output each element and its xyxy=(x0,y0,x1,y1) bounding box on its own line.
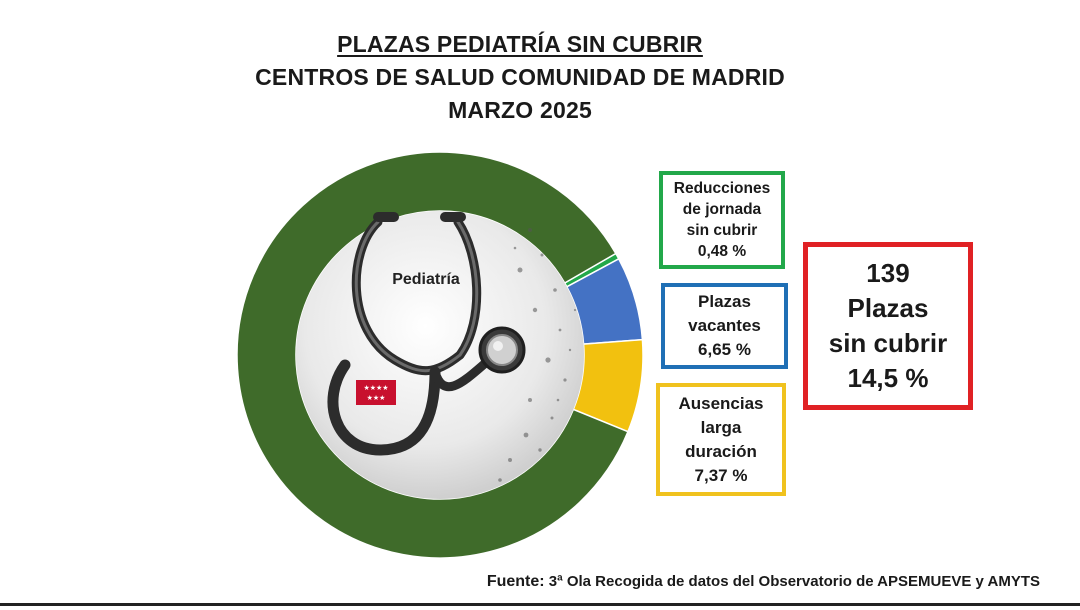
bottom-rule xyxy=(0,603,1080,606)
legend-vacantes-line2: vacantes xyxy=(688,316,761,335)
total-box: 139 Plazas sin cubrir 14,5 % xyxy=(803,242,973,410)
legend-reducciones: Reducciones de jornada sin cubrir 0,48 % xyxy=(659,171,785,269)
source-note: Fuente: 3ª Ola Recogida de datos del Obs… xyxy=(487,573,1040,591)
donut-inner-disc xyxy=(296,211,584,499)
title-block: PLAZAS PEDIATRÍA SIN CUBRIR CENTROS DE S… xyxy=(0,28,1040,127)
legend-ausencias-line1: Ausencias xyxy=(678,393,764,413)
legend-reducciones-line1: Reducciones xyxy=(673,180,771,197)
legend-vacantes: Plazas vacantes 6,65 % xyxy=(661,283,788,369)
source-text: 3ª Ola Recogida de datos del Observatori… xyxy=(548,573,1040,590)
legend-ausencias-line3: duración xyxy=(685,441,757,461)
total-line2: sin cubrir xyxy=(828,328,948,358)
donut-chart: Pediatría ★★★★ ★★★ xyxy=(236,151,644,559)
legend-ausencias-value: 7,37 % xyxy=(694,465,748,485)
spray-texture xyxy=(498,228,577,482)
center-label: Pediatría xyxy=(392,271,460,288)
total-line1: Plazas xyxy=(847,293,929,323)
legend-ausencias: Ausencias larga duración 7,37 % xyxy=(656,383,786,496)
svg-text:★★★: ★★★ xyxy=(367,394,386,402)
legend-ausencias-line2: larga xyxy=(700,417,742,437)
legend-reducciones-line3: sin cubrir xyxy=(686,222,758,239)
legend-vacantes-value: 6,65 % xyxy=(698,340,751,359)
chart-subtitle: CENTROS DE SALUD COMUNIDAD DE MADRID xyxy=(255,64,785,90)
chart-title: PLAZAS PEDIATRÍA SIN CUBRIR xyxy=(337,31,703,57)
madrid-flag-icon: ★★★★ ★★★ xyxy=(356,380,396,405)
total-value: 14,5 % xyxy=(847,363,929,393)
total-count: 139 xyxy=(866,258,910,288)
legend-reducciones-value: 0,48 % xyxy=(697,243,747,260)
source-label: Fuente: xyxy=(486,573,545,590)
donut-slices xyxy=(236,151,644,559)
stethoscope-icon xyxy=(327,212,526,456)
legend-vacantes-line1: Plazas xyxy=(698,292,751,311)
chart-date: MARZO 2025 xyxy=(448,97,592,123)
legend-reducciones-line2: de jornada xyxy=(682,201,762,218)
svg-text:★★★★: ★★★★ xyxy=(363,384,388,392)
